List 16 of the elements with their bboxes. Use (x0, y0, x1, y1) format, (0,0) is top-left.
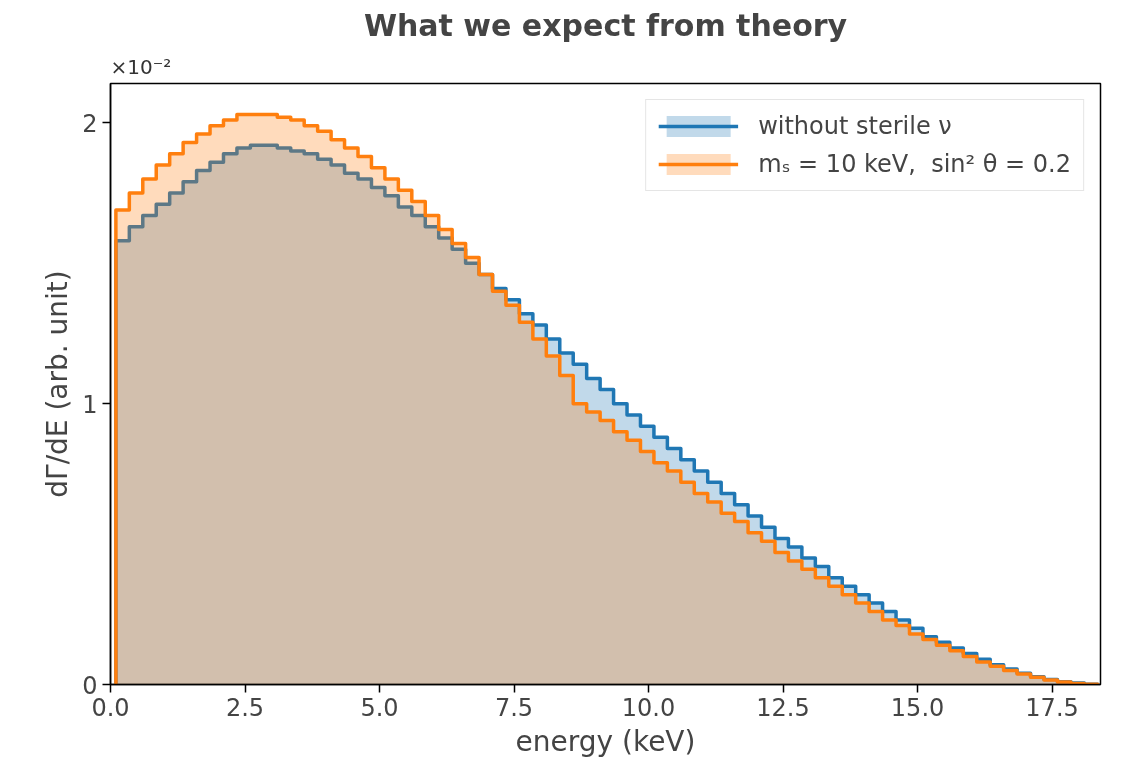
text: ×10⁻² (110, 54, 172, 79)
legend-label: mₛ = 10 keV, sin² θ = 0.2 (758, 150, 1071, 178)
x-tick-label: 7.5 (494, 693, 534, 722)
y-axis-title: dΓ/dE (arb. unit) (41, 270, 75, 498)
x-tick-label: 2.5 (225, 693, 265, 722)
x-tick-label: 12.5 (756, 693, 810, 722)
legend-label: without sterile ν (758, 112, 952, 140)
x-tick-label: 5.0 (360, 693, 399, 722)
x-tick-label: 17.5 (1025, 693, 1079, 722)
x-tick-label: 15.0 (890, 693, 945, 722)
x-tick-label: 0.0 (91, 693, 130, 722)
chart-title: What we expect from theory (363, 7, 848, 43)
x-axis-title: energy (keV) (515, 724, 696, 758)
x-tick-label: 10.0 (621, 693, 676, 722)
y-tick-label: 1 (82, 390, 98, 419)
y-tick-label: 2 (82, 109, 98, 138)
